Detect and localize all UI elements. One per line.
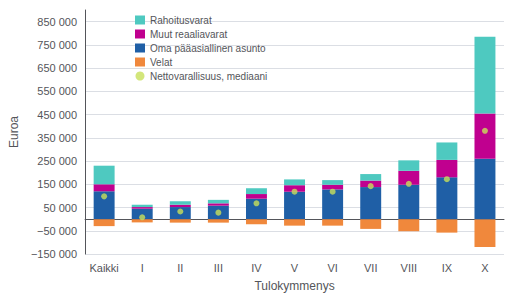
svg-text:VIII: VIII — [401, 262, 418, 274]
svg-text:Rahoitusvarat: Rahoitusvarat — [150, 15, 212, 26]
svg-text:250 000: 250 000 — [37, 155, 77, 167]
svg-text:VI: VI — [327, 262, 337, 274]
svg-text:Euroa: Euroa — [7, 116, 21, 148]
svg-text:IX: IX — [442, 262, 453, 274]
svg-text:Velat: Velat — [150, 57, 172, 68]
svg-text:IV: IV — [251, 262, 262, 274]
svg-text:450 000: 450 000 — [37, 109, 77, 121]
svg-text:III: III — [214, 262, 223, 274]
svg-text:Tulokymmenys: Tulokymmenys — [254, 279, 334, 293]
svg-text:50 000: 50 000 — [43, 202, 77, 214]
svg-text:Nettovarallisuus, mediaani: Nettovarallisuus, mediaani — [150, 71, 267, 82]
svg-text:350 000: 350 000 — [37, 132, 77, 144]
svg-text:650 000: 650 000 — [37, 62, 77, 74]
svg-text:VII: VII — [364, 262, 377, 274]
svg-text:Muut reaaliavarat: Muut reaaliavarat — [150, 29, 227, 40]
svg-text:−150 000: −150 000 — [31, 248, 77, 260]
svg-text:750 000: 750 000 — [37, 39, 77, 51]
svg-text:X: X — [481, 262, 489, 274]
svg-text:−50 000: −50 000 — [37, 225, 77, 237]
svg-text:Oma pääasiallinen asunto: Oma pääasiallinen asunto — [150, 43, 266, 54]
svg-text:550 000: 550 000 — [37, 85, 77, 97]
svg-text:Kaikki: Kaikki — [89, 262, 118, 274]
svg-text:V: V — [291, 262, 299, 274]
svg-text:150 000: 150 000 — [37, 178, 77, 190]
svg-text:I: I — [141, 262, 144, 274]
svg-text:850 000: 850 000 — [37, 16, 77, 28]
svg-text:II: II — [177, 262, 183, 274]
